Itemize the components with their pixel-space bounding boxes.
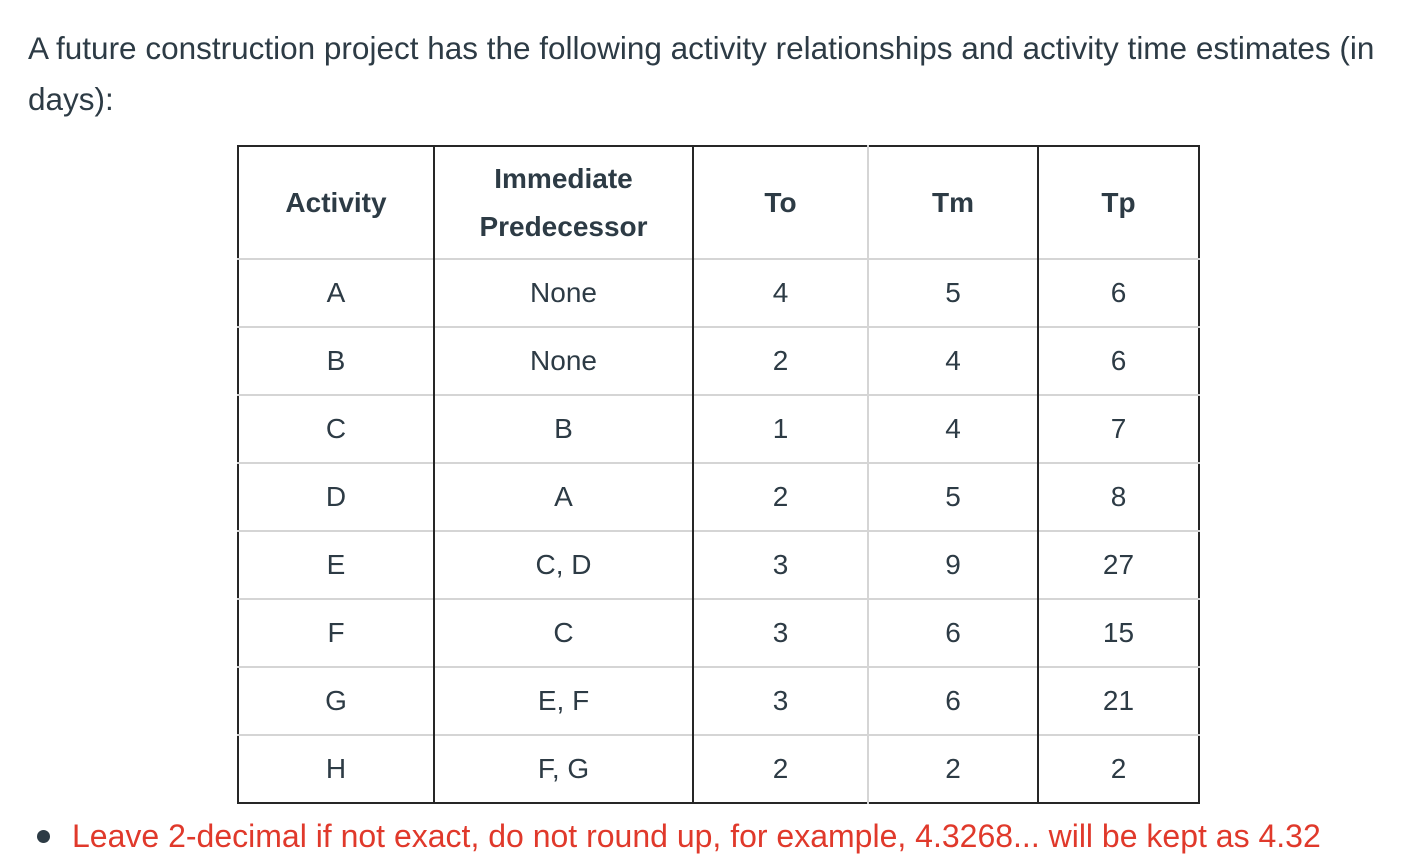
table-row: A None 4 5 6 — [238, 258, 1199, 327]
cell-tp: 7 — [1038, 394, 1199, 463]
cell-predecessor: C, D — [434, 530, 694, 599]
cell-tm: 6 — [868, 666, 1039, 735]
cell-predecessor: E, F — [434, 666, 694, 735]
cell-activity: B — [238, 326, 435, 395]
table-row: B None 2 4 6 — [238, 326, 1199, 395]
cell-tp: 27 — [1038, 530, 1199, 599]
table-row: E C, D 3 9 27 — [238, 530, 1199, 599]
cell-predecessor: None — [434, 258, 694, 327]
bullet-icon — [37, 829, 50, 843]
question-intro: A future construction project has the fo… — [28, 30, 1375, 117]
cell-tm: 9 — [868, 530, 1039, 599]
cell-activity: F — [238, 598, 435, 667]
cell-tp: 2 — [1038, 734, 1199, 803]
cell-to: 2 — [693, 734, 869, 803]
cell-activity: C — [238, 394, 435, 463]
cell-tm: 4 — [868, 326, 1039, 395]
header-predecessor: Immediate Predecessor — [434, 146, 694, 259]
cell-predecessor: B — [434, 394, 694, 463]
table-row: F C 3 6 15 — [238, 598, 1199, 667]
cell-predecessor: C — [434, 598, 694, 667]
cell-to: 2 — [693, 326, 869, 395]
instruction-note: Leave 2-decimal if not exact, do not rou… — [37, 812, 1321, 860]
cell-activity: H — [238, 734, 435, 803]
cell-to: 3 — [693, 530, 869, 599]
header-tp: Tp — [1101, 186, 1136, 218]
cell-tp: 6 — [1038, 258, 1199, 327]
cell-activity: A — [238, 258, 435, 327]
table-head: Activity Immediate Predecessor To Tm Tp — [238, 146, 1199, 259]
cell-tp: 21 — [1038, 666, 1199, 735]
activity-table: Activity Immediate Predecessor To Tm Tp A Non… — [237, 145, 1200, 804]
header-tm: Tm — [868, 146, 1039, 259]
cell-activity: G — [238, 666, 435, 735]
cell-activity: E — [238, 530, 435, 599]
instruction-note-text: Leave 2-decimal if not exact, do not rou… — [72, 818, 1321, 854]
cell-tm: 6 — [868, 598, 1039, 667]
cell-activity: D — [238, 462, 435, 531]
cell-tp: 15 — [1038, 598, 1199, 667]
cell-tm: 2 — [868, 734, 1039, 803]
cell-to: 1 — [693, 394, 869, 463]
cell-tm: 5 — [868, 462, 1039, 531]
cell-to: 3 — [693, 666, 869, 735]
cell-tm: 4 — [868, 394, 1039, 463]
cell-predecessor: None — [434, 326, 694, 395]
table-body: A None 4 5 6 B None 2 4 6 C B 1 4 7 D A 2 5 8 E C, D 3 9 27 F C 3 6 1… — [238, 258, 1199, 803]
cell-tp: 8 — [1038, 462, 1199, 531]
cell-to: 2 — [693, 462, 869, 531]
cell-predecessor: A — [434, 462, 694, 531]
table-row: G E, F 3 6 21 — [238, 666, 1199, 735]
table-header-row: Activity Immediate Predecessor To Tm Tp — [238, 146, 1199, 259]
header-activity: Activity — [238, 146, 435, 259]
cell-to: 3 — [693, 598, 869, 667]
cell-to: 4 — [693, 258, 869, 327]
header-to: To — [693, 146, 869, 259]
cell-tm: 5 — [868, 258, 1039, 327]
cell-predecessor: F, G — [434, 734, 694, 803]
cell-tp: 6 — [1038, 326, 1199, 395]
